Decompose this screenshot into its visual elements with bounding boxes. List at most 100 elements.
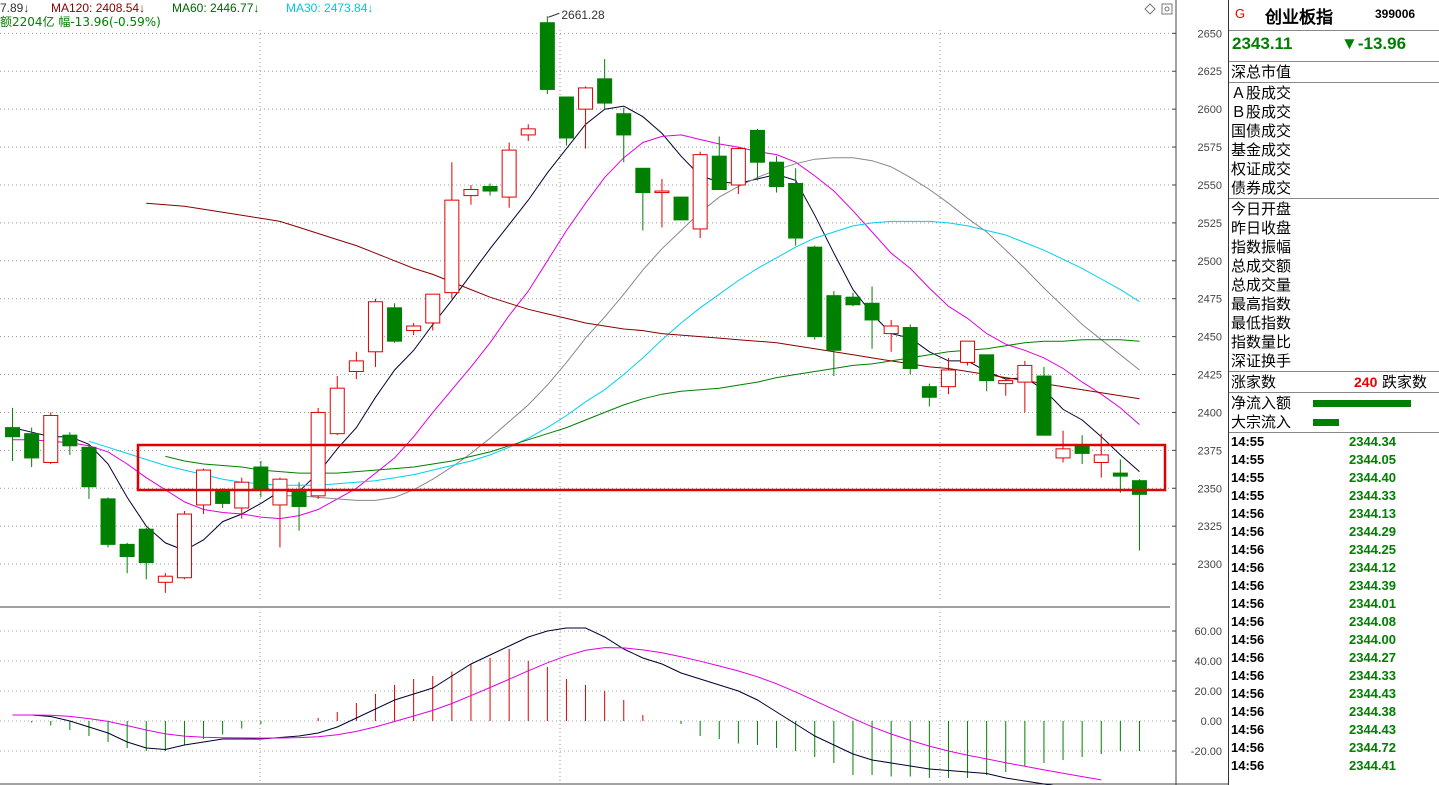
candle-body [1131,480,1147,495]
tick-time: 14:56 [1231,686,1265,701]
y-tick-label: 2650 [1198,28,1222,40]
candle [253,460,269,498]
candle-body [444,199,460,294]
candle [310,407,326,499]
tick-row: 14:56 2344.33 [1229,667,1439,685]
candle [558,96,574,146]
tick-row: 14:56 2344.01 [1229,595,1439,613]
tick-row: 14:55 2344.40 [1229,469,1439,487]
candle-body [348,360,364,372]
tick-time: 14:56 [1231,722,1265,737]
tick-time: 14:55 [1231,452,1265,467]
index-code: 399006 [1375,7,1416,21]
y-tick-label: 2625 [1198,66,1222,78]
candle-body [176,513,192,579]
tick-time: 14:56 [1231,524,1265,539]
candle-body [673,196,689,221]
candle-body [635,167,651,194]
tick-row: 14:56 2344.43 [1229,685,1439,703]
y-tick-label: 2550 [1198,180,1222,192]
tick-time: 14:56 [1231,650,1265,665]
ma-legend: 7.89↓ MA120: 2408.54↓ MA60: 2446.77↓ MA30: … [0,1,373,29]
candle-body [482,185,498,192]
tick-time: 14:55 [1231,488,1265,503]
candle [998,379,1014,396]
tick-row: 14:56 2344.38 [1229,703,1439,721]
tick-value: 2344.41 [1349,758,1396,773]
stat-label: 总成交量 [1231,276,1292,294]
candle [100,497,116,548]
candle-body [711,155,727,191]
stat-label: 国债成交 [1231,122,1292,140]
stat-label: Ａ股成交 [1231,84,1292,102]
candle-body [826,295,842,351]
candle-body [425,293,441,324]
ma-legend-item: 7.89↓ [0,1,29,15]
candle-body [138,528,154,564]
y-tick-label: 2450 [1198,332,1222,344]
tick-time: 14:56 [1231,578,1265,593]
tick-row: 14:55 2344.34 [1229,433,1439,451]
candlestick-chart[interactable]: 2661.28 2650 2625 2600 2575 2550 2525 2500 2475… [0,0,1228,785]
candle-body [807,246,823,338]
panel-title: G 创业板指 399006 [1229,0,1439,30]
candle-body [5,427,21,438]
candle [329,376,345,436]
candle [826,291,842,377]
candle-body [597,78,613,104]
tick-time: 14:56 [1231,542,1265,557]
ma-legend-item: MA120: 2408.54↓ [51,1,145,15]
candle [845,292,861,307]
candle-body [539,22,555,90]
candle-body [1036,375,1052,436]
candle-body [692,154,708,230]
candle [43,412,59,465]
flow-bar [1313,419,1339,426]
tick-time: 14:55 [1231,470,1265,485]
candle-body [1112,472,1128,477]
candle [1055,430,1071,463]
tick-value: 2344.40 [1349,470,1396,485]
candle-body [902,327,918,369]
candle [692,151,708,239]
ma-legend-item: MA30: 2473.84↓ [286,1,373,15]
tick-value: 2344.72 [1349,740,1396,755]
candle-body [960,340,976,363]
high-marker [548,12,560,18]
tick-time: 14:56 [1231,506,1265,521]
price-change: ▼-13.96 [1341,34,1407,53]
toolbar-icons[interactable] [1144,3,1173,15]
candle [425,293,441,331]
stat-label: 指数振幅 [1231,238,1292,256]
tick-value: 2344.29 [1349,524,1396,539]
stat-label: 债券成交 [1231,179,1292,197]
y-tick-label: 2425 [1198,370,1222,382]
settings-icon [1161,3,1173,15]
flow-label: 净流入额 [1231,394,1292,412]
tick-row: 14:56 2344.12 [1229,559,1439,577]
candle-body [616,113,632,136]
candle [157,573,173,593]
tick-row: 14:56 2344.43 [1229,721,1439,739]
stat-label: Ｂ股成交 [1231,103,1292,121]
tick-row: 14:56 2344.00 [1229,631,1439,649]
index-name: 创业板指 [1265,8,1333,28]
candle-body [845,296,861,306]
candle [1093,433,1109,478]
down-count-label: 跌家数 [1382,373,1428,391]
tick-row: 14:56 2344.29 [1229,523,1439,541]
separator [1229,198,1439,199]
y-tick-label: 2400 [1198,407,1222,419]
tick-value: 2344.34 [1349,434,1396,449]
candle-body [921,386,937,398]
candle-body [998,380,1014,385]
candle-body [1055,448,1071,459]
candle [348,351,364,380]
candle [463,184,479,205]
candle [272,477,288,548]
tick-row: 14:56 2344.72 [1229,739,1439,757]
macd-panel: 60.00 40.00 20.00 0.00 -20.00 [0,626,1222,785]
candle [654,178,670,228]
tick-row: 14:56 2344.39 [1229,577,1439,595]
candle [788,168,804,246]
